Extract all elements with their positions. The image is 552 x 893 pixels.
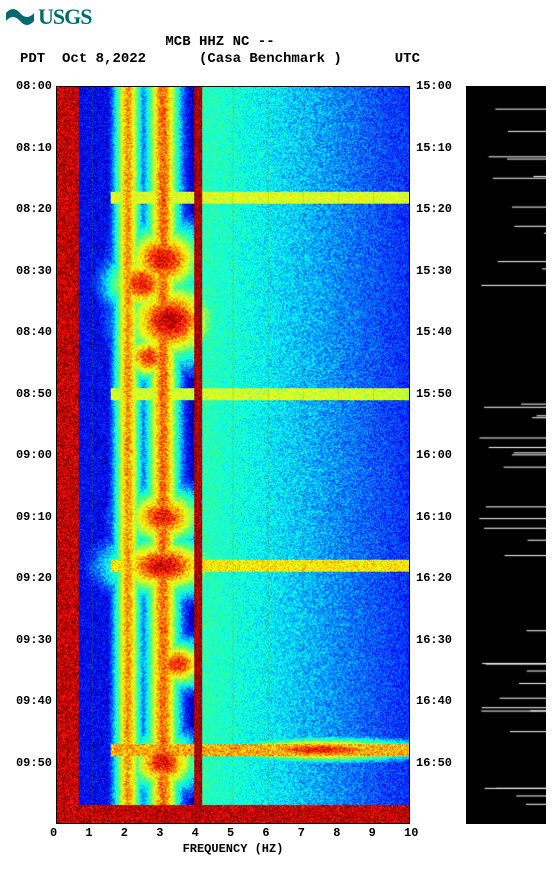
usgs-wave-icon [6,9,34,25]
ytick-right: 16:00 [416,448,452,462]
ytick-left: 09:20 [4,571,52,585]
xtick: 4 [192,826,199,840]
ytick-left: 09:30 [4,633,52,647]
xtick: 1 [85,826,92,840]
ytick-left: 08:40 [4,325,52,339]
xtick: 8 [333,826,340,840]
ytick-left: 08:20 [4,202,52,216]
x-axis-label: FREQUENCY (HZ) [56,842,410,856]
xtick: 9 [369,826,376,840]
ytick-right: 15:40 [416,325,452,339]
ytick-left: 08:10 [4,141,52,155]
chart-header: MCB HHZ NC -- PDT Oct 8,2022 (Casa Bench… [0,34,440,68]
ytick-right: 16:30 [416,633,452,647]
ytick-left: 09:10 [4,510,52,524]
xtick: 10 [404,826,418,840]
ytick-right: 15:30 [416,264,452,278]
header-station: (Casa Benchmark ) [199,51,342,68]
ytick-left: 09:00 [4,448,52,462]
ytick-right: 15:00 [416,79,452,93]
ytick-left: 08:30 [4,264,52,278]
ytick-right: 15:50 [416,387,452,401]
ytick-right: 15:20 [416,202,452,216]
waveform-strip [466,86,546,824]
xtick: 0 [50,826,57,840]
usgs-logo: USGS [6,4,91,30]
ytick-left: 08:50 [4,387,52,401]
header-tz-right: UTC [395,51,420,68]
ytick-left: 09:40 [4,694,52,708]
header-line1: MCB HHZ NC -- [0,34,440,51]
xtick: 2 [121,826,128,840]
spectrogram [56,86,410,824]
xtick: 7 [298,826,305,840]
ytick-right: 16:20 [416,571,452,585]
ytick-right: 16:40 [416,694,452,708]
ytick-left: 09:50 [4,756,52,770]
xtick: 6 [262,826,269,840]
ytick-right: 15:10 [416,141,452,155]
header-tz-left: PDT Oct 8,2022 [20,51,146,68]
usgs-text: USGS [38,4,91,30]
ytick-right: 16:50 [416,756,452,770]
ytick-right: 16:10 [416,510,452,524]
xtick: 3 [156,826,163,840]
xtick: 5 [227,826,234,840]
ytick-left: 08:00 [4,79,52,93]
